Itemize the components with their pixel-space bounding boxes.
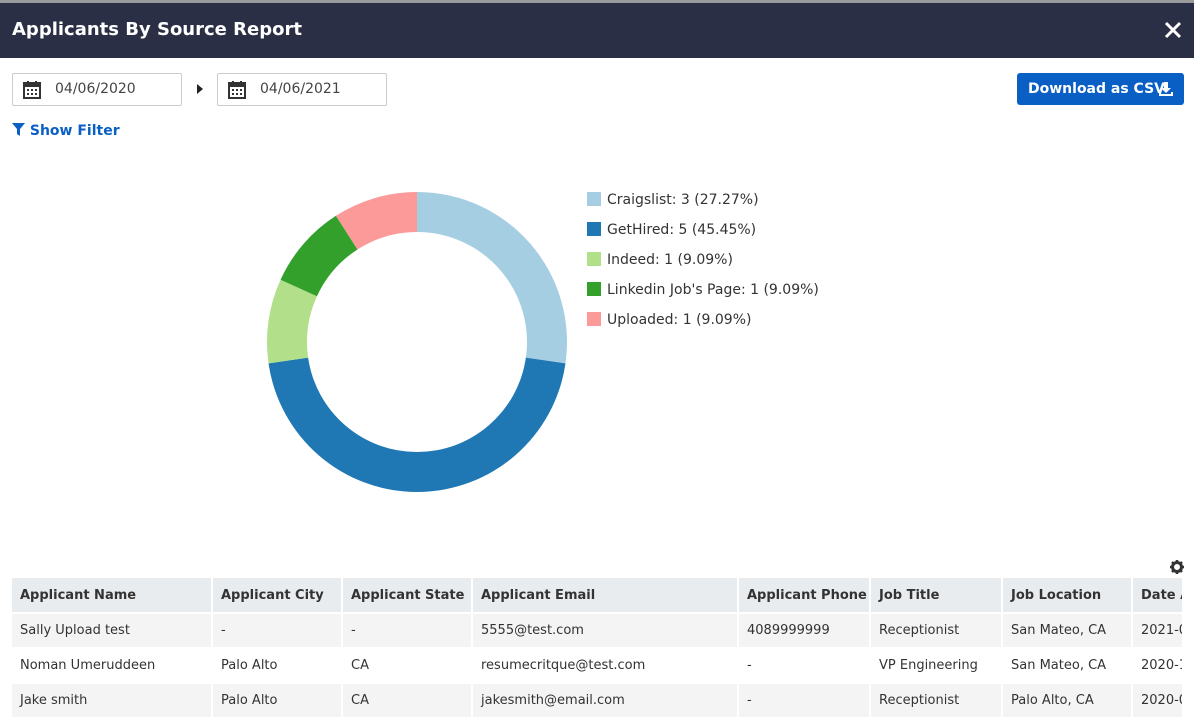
table-cell: jakesmith@email.com [472, 683, 738, 717]
table-row: Jake smithPalo AltoCAjakesmith@email.com… [12, 683, 1182, 717]
header: Applicants By Source Report [0, 3, 1194, 58]
close-button[interactable] [1164, 21, 1182, 39]
title: Applicants By Source Report [12, 19, 302, 40]
table-cell: - [738, 683, 870, 717]
column-header: Job Title [870, 578, 1002, 613]
column-header: Applicant State [342, 578, 472, 613]
start-date[interactable]: 04/06/2020 [12, 73, 182, 106]
table-row: Noman UmeruddeenPalo AltoCAresumecritque… [12, 648, 1182, 683]
table-cell: 2021-0 [1132, 613, 1182, 648]
column-header: Job Location [1002, 578, 1132, 613]
legend-swatch [587, 222, 601, 236]
table-cell: San Mateo, CA [1002, 613, 1132, 648]
arrow [196, 84, 204, 94]
table-cell: San Mateo, CA [1002, 648, 1132, 683]
table-cell: Palo Alto [212, 683, 342, 717]
column-header: Date A [1132, 578, 1182, 613]
table-cell: 2020-1 [1132, 648, 1182, 683]
table-wrap: Applicant NameApplicant CityApplicant St… [12, 578, 1182, 718]
download-button[interactable]: Download as CSV [1017, 73, 1184, 105]
table-cell: 4089999999 [738, 613, 870, 648]
table-cell: VP Engineering [870, 648, 1002, 683]
column-header: Applicant Name [12, 578, 212, 613]
legend-swatch [587, 282, 601, 296]
table-cell: CA [342, 648, 472, 683]
table-cell: Jake smith [12, 683, 212, 717]
donut-segment [417, 192, 567, 363]
table: Applicant NameApplicant CityApplicant St… [12, 578, 1182, 717]
table-cell: Palo Alto [212, 648, 342, 683]
legend-label: Linkedin Job's Page: 1 (9.09%) [607, 282, 819, 298]
table-cell: CA [342, 683, 472, 717]
legend-swatch [587, 192, 601, 206]
legend-swatch [587, 312, 601, 326]
table-cell: - [738, 648, 870, 683]
table-cell: Sally Upload test [12, 613, 212, 648]
legend-label: Craigslist: 3 (27.27%) [607, 192, 759, 208]
end-date[interactable]: 04/06/2021 [217, 73, 387, 106]
donut-segment [269, 358, 566, 492]
legend-label: Uploaded: 1 (9.09%) [607, 312, 751, 328]
date-text: 04/06/2020 [55, 81, 136, 97]
table-cell: 5555@test.com [472, 613, 738, 648]
legend-label: Indeed: 1 (9.09%) [607, 252, 733, 268]
button-label: Download as CSV [1028, 81, 1165, 97]
chart: Craigslist: 3 (27.27%) GetHired: 5 (45.45… [0, 150, 900, 550]
table-cell: 2020-0 [1132, 683, 1182, 717]
column-header: Applicant Phone [738, 578, 870, 613]
show-filter[interactable]: Show Filter [12, 123, 120, 139]
legend-label: GetHired: 5 (45.45%) [607, 222, 756, 238]
column-header: Applicant Email [472, 578, 738, 613]
table-cell: resumecritque@test.com [472, 648, 738, 683]
table-cell: - [342, 613, 472, 648]
table-row: Sally Upload test--5555@test.com40899999… [12, 613, 1182, 648]
table-cell: Receptionist [870, 613, 1002, 648]
table-cell: Palo Alto, CA [1002, 683, 1132, 717]
table-cell: Receptionist [870, 683, 1002, 717]
table-cell: - [212, 613, 342, 648]
settings-icon[interactable] [1170, 560, 1184, 574]
column-header: Applicant City [212, 578, 342, 613]
legend-swatch [587, 252, 601, 266]
date-text: 04/06/2021 [260, 81, 341, 97]
filter-label: Show Filter [30, 123, 120, 139]
table-cell: Noman Umeruddeen [12, 648, 212, 683]
